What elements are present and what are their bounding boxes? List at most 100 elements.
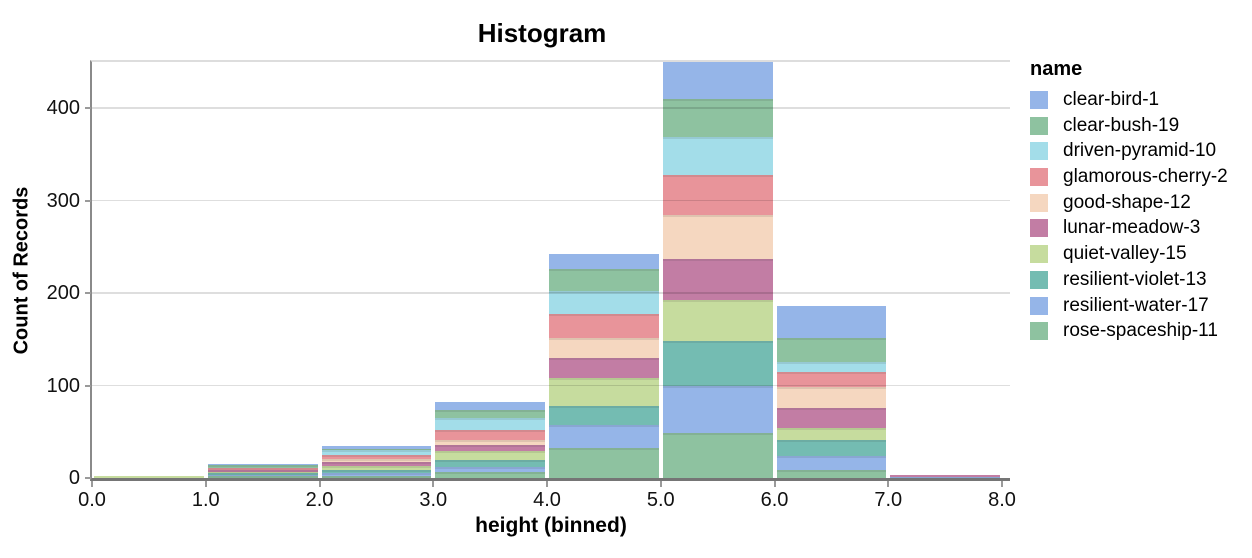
x-tick-mark-2.0 xyxy=(318,481,321,487)
bar-segment-resilient-violet-13 xyxy=(776,440,887,456)
bar-segment-clear-bush-19 xyxy=(321,449,432,451)
legend-swatch-good-shape-12 xyxy=(1030,193,1048,212)
plot-area xyxy=(90,60,1010,481)
bar-segment-clear-bush-19 xyxy=(776,338,887,363)
bar-segment-glamorous-cherry-2 xyxy=(549,314,659,338)
bar-segment-glamorous-cherry-2 xyxy=(321,454,432,459)
legend-swatch-resilient-water-17 xyxy=(1030,296,1048,315)
legend-swatch-rose-spaceship-11 xyxy=(1030,322,1048,341)
histogram-bar-bin-2-3 xyxy=(321,62,432,478)
legend-item-driven-pyramid-10: driven-pyramid-10 xyxy=(1030,140,1228,162)
legend-item-lunar-meadow-3: lunar-meadow-3 xyxy=(1030,218,1228,238)
bar-segment-lunar-meadow-3 xyxy=(207,469,318,472)
bar-segment-glamorous-cherry-2 xyxy=(662,174,773,216)
bar-segment-glamorous-cherry-2 xyxy=(207,467,318,470)
y-axis-tick-label-300: 300 xyxy=(46,189,80,212)
bar-segment-resilient-water-17 xyxy=(549,425,659,449)
y-axis-tick-label-0: 0 xyxy=(68,467,80,489)
x-tick-mark-5.0 xyxy=(659,481,662,487)
histogram-bar-bin-1-2 xyxy=(207,62,318,478)
bar-segment-good-shape-12 xyxy=(321,458,432,463)
bar-segment-good-shape-12 xyxy=(435,440,545,445)
x-tick-mark-8.0 xyxy=(1001,481,1003,487)
legend-swatch-driven-pyramid-10 xyxy=(1030,142,1048,161)
y-tick-mark-400 xyxy=(85,107,91,110)
y-axis-title: Count of Records xyxy=(10,186,33,355)
legend-item-label: resilient-water-17 xyxy=(1063,294,1209,316)
x-axis-title: height (binned) xyxy=(475,514,627,537)
x-tick-mark-3.0 xyxy=(432,481,435,487)
bar-segment-glamorous-cherry-2 xyxy=(776,371,887,388)
x-axis-tick-label-7.0: 7.0 xyxy=(874,489,903,511)
legend-item-good-shape-12: good-shape-12 xyxy=(1030,193,1228,212)
bar-segment-rose-spaceship-11 xyxy=(207,476,318,478)
bar-segment-driven-pyramid-10 xyxy=(776,362,887,372)
bar-segment-driven-pyramid-10 xyxy=(435,417,545,430)
legend-item-clear-bird-1: clear-bird-1 xyxy=(1030,89,1228,110)
x-axis-tick-label-4.0: 4.0 xyxy=(533,489,561,511)
legend-item-label: rose-spaceship-11 xyxy=(1063,320,1218,342)
legend-item-resilient-water-17: resilient-water-17 xyxy=(1030,294,1228,316)
legend-item-resilient-violet-13: resilient-violet-13 xyxy=(1030,268,1228,290)
histogram-bar-bin-4-5 xyxy=(549,62,659,478)
bar-segment-rose-spaceship-11 xyxy=(321,476,432,478)
legend-swatch-clear-bush-19 xyxy=(1030,116,1048,135)
bar-segment-resilient-water-17 xyxy=(435,466,545,473)
x-tick-mark-0.0 xyxy=(91,481,93,487)
bar-segment-driven-pyramid-10 xyxy=(321,450,432,455)
chart-title: Histogram xyxy=(477,18,607,48)
bar-segment-good-shape-12 xyxy=(549,337,659,358)
x-tick-mark-6.0 xyxy=(773,481,776,487)
bar-segment-lunar-meadow-3 xyxy=(549,357,659,379)
y-tick-mark-100 xyxy=(85,384,91,387)
bar-segment-good-shape-12 xyxy=(776,387,887,408)
bar-segment-rose-spaceship-11 xyxy=(435,472,545,478)
y-tick-mark-300 xyxy=(85,199,91,202)
legend-item-label: glamorous-cherry-2 xyxy=(1063,166,1228,188)
bar-segment-good-shape-12 xyxy=(662,215,773,259)
bar-segment-lunar-meadow-3 xyxy=(321,462,432,466)
bar-segment-resilient-water-17 xyxy=(321,473,432,477)
bar-segment-driven-pyramid-10 xyxy=(549,291,659,315)
y-axis-tick-label-400: 400 xyxy=(46,97,80,120)
bar-segment-rose-spaceship-11 xyxy=(776,469,887,478)
bar-segment-clear-bush-19 xyxy=(662,99,773,137)
legend-item-glamorous-cherry-2: glamorous-cherry-2 xyxy=(1030,166,1228,188)
bar-segment-clear-bush-19 xyxy=(207,465,318,468)
bar-segment-lunar-meadow-3 xyxy=(776,407,887,429)
legend-item-label: quiet-valley-15 xyxy=(1063,243,1187,265)
x-axis-tick-label-3.0: 3.0 xyxy=(419,489,448,511)
y-axis-tick-label-200: 200 xyxy=(46,282,80,305)
legend-swatch-resilient-violet-13 xyxy=(1030,270,1048,289)
x-axis-tick-label-1.0: 1.0 xyxy=(191,489,220,511)
bar-segment-glamorous-cherry-2 xyxy=(435,429,545,441)
legend-item-label: clear-bush-19 xyxy=(1063,114,1180,136)
bar-segment-quiet-valley-15 xyxy=(662,299,773,342)
bar-segment-clear-bush-19 xyxy=(549,269,659,292)
x-axis-tick-label-2.0: 2.0 xyxy=(305,489,334,511)
bar-segment-quiet-valley-15 xyxy=(94,476,204,478)
bar-segment-lunar-meadow-3 xyxy=(662,258,773,300)
x-tick-mark-4.0 xyxy=(546,481,548,487)
bar-segment-resilient-water-17 xyxy=(662,386,773,433)
bar-segment-resilient-violet-13 xyxy=(321,469,432,474)
x-axis-tick-label-6.0: 6.0 xyxy=(760,489,789,511)
histogram-bar-bin-7-8 xyxy=(890,62,1000,478)
x-axis-tick-label-5.0: 5.0 xyxy=(646,489,675,511)
bar-segment-lunar-meadow-3 xyxy=(435,444,545,452)
legend-item-label: clear-bird-1 xyxy=(1063,89,1160,110)
bar-segment-clear-bush-19 xyxy=(435,409,545,418)
x-tick-mark-1.0 xyxy=(204,481,207,487)
legend-item-label: resilient-violet-13 xyxy=(1063,268,1207,290)
bar-segment-resilient-water-17 xyxy=(207,475,318,477)
x-tick-mark-7.0 xyxy=(887,481,890,487)
bar-segment-quiet-valley-15 xyxy=(776,428,887,441)
bar-segment-lunar-meadow-3 xyxy=(890,475,1000,478)
bar-segment-rose-spaceship-11 xyxy=(549,448,659,478)
bar-segment-clear-bird-1 xyxy=(321,445,432,450)
bar-segment-clear-bird-1 xyxy=(207,464,318,466)
bar-segment-resilient-water-17 xyxy=(776,455,887,470)
bar-segment-quiet-valley-15 xyxy=(321,466,432,470)
bar-segment-clear-bird-1 xyxy=(662,62,773,99)
legend-item-label: driven-pyramid-10 xyxy=(1063,140,1217,162)
